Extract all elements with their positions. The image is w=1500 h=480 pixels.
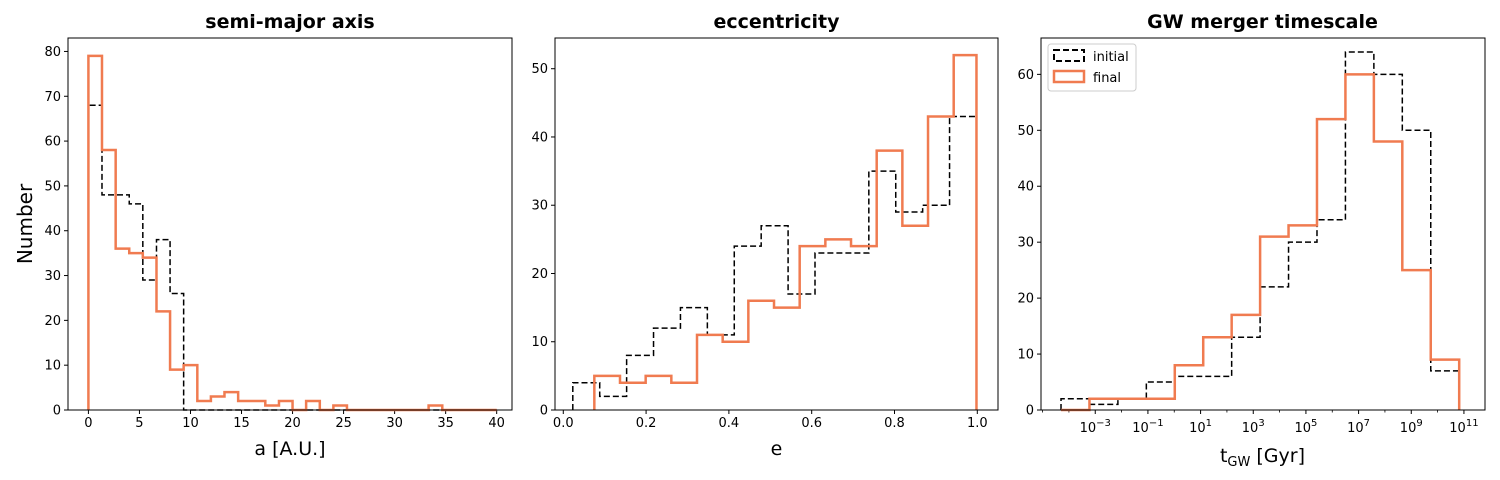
- panel-gw-merger-timescale: GW merger timescale 10−3 10−1 101 103 105 107…: [1017, 11, 1486, 470]
- y-tick-label: 10: [531, 335, 548, 350]
- histogram-initial: [572, 115, 978, 410]
- x-tick-label: 25: [335, 416, 352, 431]
- x-axis-label: a [A.U.]: [254, 438, 325, 460]
- x-tick-label: 0.8: [884, 416, 905, 431]
- panel-semi-major-axis: semi-major axis 0 5 10 15 20 25 30 35 40 0 10 20 30 4…: [13, 11, 513, 460]
- plot-frame: [1040, 37, 1486, 411]
- y-tick-label: 40: [44, 224, 61, 239]
- x-tick-label: 0: [84, 416, 92, 431]
- legend-final-swatch: [1052, 69, 1086, 84]
- histogram-final: [1061, 73, 1461, 412]
- x-tick-label: 0.0: [553, 416, 574, 431]
- x-tick-exponent: 3: [1258, 418, 1264, 429]
- panel-title: eccentricity: [713, 11, 840, 33]
- y-tick-label: 0: [53, 404, 61, 419]
- x-tick-exponent: 7: [1364, 418, 1370, 429]
- y-tick-label: 10: [1017, 348, 1034, 363]
- y-tick-label: 10: [44, 359, 61, 374]
- legend-initial-label: initial: [1093, 50, 1129, 65]
- x-tick-exponent: 11: [1466, 418, 1479, 429]
- y-tick-label: 20: [531, 267, 548, 282]
- legend-frame: [1047, 43, 1137, 92]
- x-tick-label: 1.0: [967, 416, 988, 431]
- legend-initial-swatch: [1053, 49, 1085, 62]
- x-tick-exponent: −3: [1096, 418, 1111, 429]
- y-tick-label: 20: [1017, 292, 1034, 307]
- x-tick-exponent: 5: [1311, 418, 1317, 429]
- panel-title: GW merger timescale: [1147, 11, 1378, 33]
- x-axis-label-unit: [Gyr]: [1250, 445, 1305, 467]
- y-axis-label: Number: [13, 183, 37, 264]
- x-tick-exponent: 9: [1416, 418, 1422, 429]
- y-tick-label: 50: [1017, 124, 1034, 139]
- x-tick-label: 0.2: [636, 416, 657, 431]
- x-axis-label: e: [771, 438, 783, 460]
- x-tick-label: 0.4: [719, 416, 740, 431]
- y-tick-label: 30: [44, 269, 61, 284]
- x-tick-label: 10: [182, 416, 199, 431]
- x-tick-label: 35: [437, 416, 454, 431]
- x-tick-exponent: 1: [1206, 418, 1212, 429]
- y-tick-label: 80: [44, 45, 61, 60]
- y-tick-label: 40: [1017, 180, 1034, 195]
- legend-final-label: final: [1093, 71, 1121, 86]
- y-tick-label: 0: [1026, 404, 1034, 419]
- legend: initial final: [1047, 43, 1137, 92]
- x-tick-label: 40: [488, 416, 505, 431]
- x-tick-label: 20: [284, 416, 301, 431]
- y-tick-label: 70: [44, 90, 61, 105]
- x-tick-label: 5: [135, 416, 143, 431]
- x-axis-label-subscript: GW: [1227, 455, 1250, 470]
- y-tick-label: 40: [531, 130, 548, 145]
- y-tick-label: 60: [44, 135, 61, 150]
- plot-frame: [554, 37, 999, 411]
- panel-eccentricity: eccentricity 0.0 0.2 0.4 0.6 0.8 1.0 0 10 20 30 40…: [531, 11, 999, 460]
- x-tick-label: 15: [233, 416, 250, 431]
- y-tick-label: 50: [531, 62, 548, 77]
- histogram-final: [593, 53, 978, 410]
- x-tick-label: 0.6: [801, 416, 822, 431]
- plot-frame: [67, 37, 513, 411]
- x-tick-exponent: −1: [1149, 418, 1164, 429]
- y-tick-label: 50: [44, 179, 61, 194]
- x-axis-label: tGW [Gyr]: [1220, 445, 1305, 470]
- y-tick-label: 60: [1017, 68, 1034, 83]
- y-tick-label: 0: [540, 404, 548, 419]
- y-tick-label: 30: [531, 199, 548, 214]
- y-tick-label: 20: [44, 314, 61, 329]
- panel-title: semi-major axis: [205, 11, 374, 33]
- y-tick-label: 30: [1017, 236, 1034, 251]
- x-tick-label: 30: [386, 416, 403, 431]
